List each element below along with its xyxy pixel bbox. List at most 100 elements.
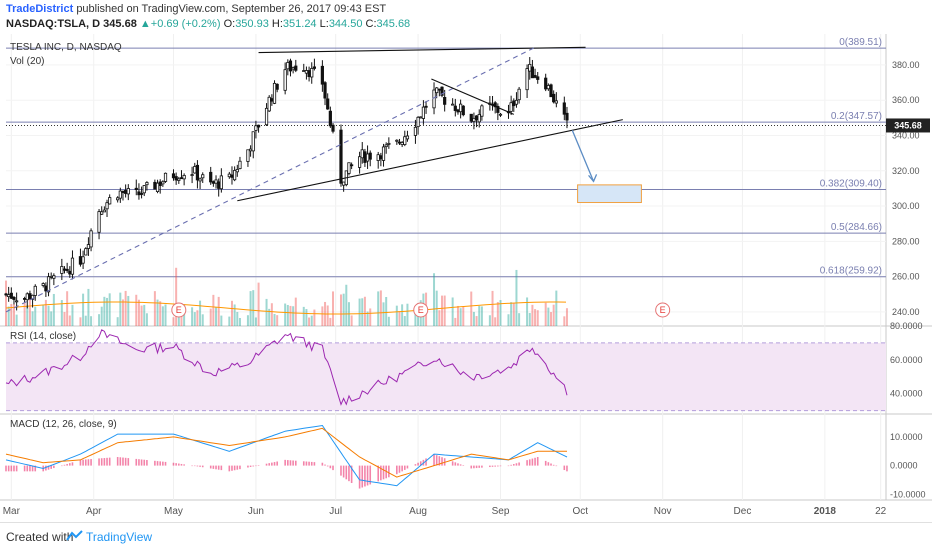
tradingview-brand-link[interactable]: TradingView	[86, 530, 153, 544]
quote-line: NASDAQ:TSLA, D 345.68 ▲+0.69 (+0.2%) O:3…	[6, 18, 410, 30]
volume-bar	[441, 295, 444, 326]
volume-bar	[555, 290, 558, 326]
volume-bar	[98, 314, 101, 326]
symbol-label[interactable]: NASDAQ:TSLA, D	[6, 18, 101, 30]
volume-bar	[563, 316, 566, 326]
volume-bar	[496, 302, 499, 326]
macd-histogram-bar	[15, 465, 18, 472]
macd-histogram-bar	[162, 461, 164, 466]
x-tick-label: Oct	[572, 506, 588, 517]
candle-body	[102, 209, 106, 213]
volume-ma-line	[5, 301, 567, 315]
candle-body	[124, 189, 128, 194]
macd-histogram-bar	[547, 462, 550, 466]
price-chart[interactable]: 0(389.51) 0.2(347.57) 0.382(309.40) 0.5(284…	[0, 34, 932, 522]
macd-histogram-bar	[507, 465, 510, 467]
macd-histogram-bar	[345, 465, 348, 480]
volume-bar	[15, 314, 18, 326]
candle-body	[264, 107, 269, 126]
change-label: ▲+0.69 (+0.2%)	[139, 18, 221, 30]
volume-bar	[140, 305, 143, 326]
volume-bar	[177, 317, 180, 326]
volume-bar	[201, 314, 204, 326]
volume-bar	[414, 306, 417, 326]
volume-bar	[212, 294, 215, 326]
rsi-tick-label: 80.0000	[890, 321, 923, 331]
volume-bar	[433, 273, 436, 326]
volume-bar	[265, 298, 268, 326]
volume-bar	[361, 298, 364, 326]
published-text: published on TradingView.com, September …	[76, 3, 387, 15]
macd-histogram-bar	[45, 465, 47, 471]
y-tick-label: 240.00	[892, 307, 920, 317]
macd-histogram-bar	[29, 465, 31, 472]
candle-body	[28, 293, 32, 299]
macd-histogram-bar	[47, 465, 50, 470]
candle-body	[365, 153, 370, 162]
candle-body	[267, 96, 271, 112]
volume-bar	[172, 317, 175, 326]
candle-body	[118, 190, 122, 199]
volume-bar	[462, 306, 465, 326]
candle-body	[121, 191, 125, 193]
macd-histogram-bar	[451, 461, 454, 466]
candle-body	[525, 68, 529, 91]
author-link[interactable]: TradeDistrict	[6, 3, 74, 15]
macd-histogram-bar	[563, 465, 566, 471]
volume-bar	[230, 300, 233, 326]
candle-body	[440, 86, 444, 96]
candle-body	[25, 293, 29, 301]
volume-bar	[228, 316, 231, 326]
volume-bar	[156, 299, 159, 326]
volume-bar	[215, 307, 218, 326]
volume-bar	[135, 294, 138, 326]
candle-body	[182, 175, 186, 180]
volume-bar	[44, 299, 47, 326]
macd-histogram-bar	[217, 465, 220, 470]
volume-bar	[459, 308, 462, 326]
candle-body	[272, 82, 277, 104]
volume-bar	[478, 305, 481, 326]
volume-bar	[276, 315, 279, 326]
candle-body	[68, 270, 72, 275]
candle-body	[44, 285, 48, 292]
volume-bar	[472, 311, 475, 326]
candle-body	[233, 170, 237, 181]
macd-histogram-bar	[401, 465, 403, 472]
volume-bar	[310, 315, 313, 326]
macd-histogram-bar	[233, 465, 236, 471]
last-price-tag-label: 345.68	[894, 120, 922, 130]
volume-bar	[451, 297, 454, 326]
volume-bar	[100, 306, 103, 326]
macd-histogram-bar	[209, 465, 212, 469]
candle-body	[46, 276, 51, 293]
macd-histogram-bar	[172, 462, 175, 466]
candle-body	[100, 211, 104, 215]
candle-body	[421, 106, 426, 119]
volume-bar	[526, 297, 529, 326]
low-value: 344.50	[328, 18, 363, 30]
macd-histogram-bar	[366, 465, 369, 486]
volume-bar	[507, 314, 510, 326]
volume-bar	[379, 290, 382, 326]
candle-body	[544, 77, 548, 90]
macd-histogram-bar	[438, 456, 441, 466]
macd-histogram-bar	[358, 465, 361, 489]
volume-bar	[550, 312, 553, 326]
candle-body	[219, 175, 223, 190]
candle-body	[251, 131, 255, 152]
macd-histogram-bar	[50, 465, 52, 469]
candle-body	[528, 63, 532, 72]
macd-histogram-bar	[494, 465, 496, 467]
macd-histogram-bar	[183, 464, 185, 466]
macd-histogram-bar	[555, 465, 558, 467]
macd-histogram-bar	[403, 465, 406, 470]
volume-bar	[34, 306, 37, 326]
candle-body	[469, 113, 473, 122]
volume-bar	[119, 292, 122, 326]
volume-bar	[308, 317, 311, 326]
volume-bar	[536, 310, 539, 326]
volume-bar	[68, 315, 71, 326]
macd-histogram-bar	[528, 459, 531, 466]
candle-body	[12, 296, 16, 300]
